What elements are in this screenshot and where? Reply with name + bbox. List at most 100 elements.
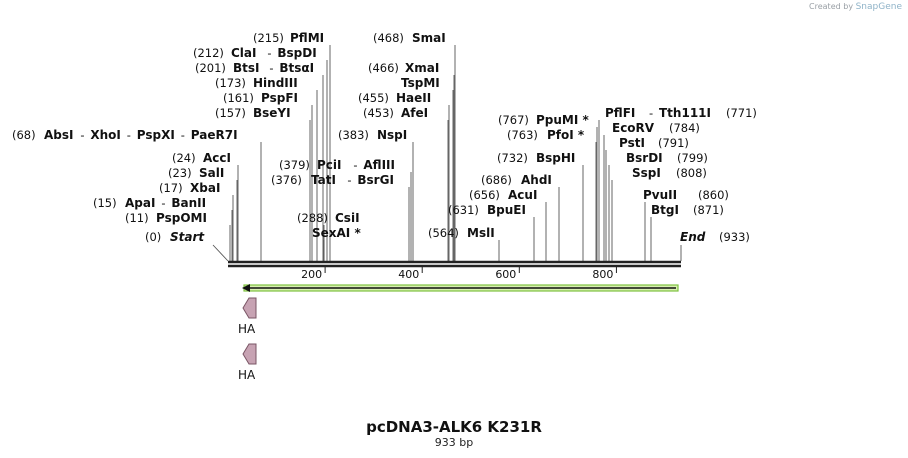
enzyme-position: (466) xyxy=(368,61,399,75)
end-label: End xyxy=(680,230,706,244)
enzyme-name: ApaI xyxy=(125,196,155,210)
enzyme-name: SspI xyxy=(632,166,661,180)
enzyme-name: XhoI xyxy=(90,128,121,142)
enzyme-name: PvuII xyxy=(643,188,677,202)
enzyme-name: AbsI xyxy=(44,128,73,142)
enzyme-name: SexAI * xyxy=(312,226,361,240)
credit-text: Created by xyxy=(809,2,854,11)
enzyme-position: (17) xyxy=(159,181,183,195)
enzyme-name: BsrGI xyxy=(357,173,394,187)
map-length: 933 bp xyxy=(434,436,474,449)
enzyme-position: (68) xyxy=(12,128,36,142)
sequence-backbone xyxy=(228,260,681,268)
enzyme-position: (455) xyxy=(358,91,389,105)
enzyme-position: (763) xyxy=(507,128,538,142)
enzyme-labels: (215) PflMI(212) ClaI - BspDI(201) BtsI - BtsαI… xyxy=(12,31,757,244)
enzyme-position: (468) xyxy=(373,31,404,45)
orf-arrowhead-icon xyxy=(242,284,250,292)
enzyme-position: (215) xyxy=(253,31,284,45)
feature-label: HA xyxy=(238,322,256,336)
enzyme-name: PstI xyxy=(619,136,645,150)
enzyme-position: (11) xyxy=(125,211,149,225)
enzyme-name: PspFI xyxy=(261,91,298,105)
enzyme-name: XmaI xyxy=(405,61,439,75)
enzyme-separator: - xyxy=(347,173,351,187)
enzyme-position: (453) xyxy=(363,106,394,120)
feature-label: HA xyxy=(238,368,256,382)
enzyme-position: (379) xyxy=(279,158,310,172)
enzyme-name: BtsαI xyxy=(279,61,314,75)
enzyme-name: BsrDI xyxy=(626,151,663,165)
features: HA HA xyxy=(238,297,257,382)
enzyme-name: XbaI xyxy=(190,181,220,195)
enzyme-name: BspDI xyxy=(277,46,316,60)
enzyme-name: AccI xyxy=(203,151,231,165)
start-position: (0) xyxy=(145,230,161,244)
enzyme-position: (24) xyxy=(172,151,196,165)
enzyme-name: SalI xyxy=(199,166,224,180)
enzyme-position: (686) xyxy=(481,173,512,187)
enzyme-position: (871) xyxy=(693,203,724,217)
enzyme-name: BpuEI xyxy=(487,203,526,217)
enzyme-name: HindIII xyxy=(253,76,298,90)
axis-tick-label: 600 xyxy=(495,268,516,281)
cut-site-lines xyxy=(212,45,682,262)
axis-tick-label: 200 xyxy=(301,268,322,281)
enzyme-name: NspI xyxy=(377,128,407,142)
enzyme-position: (23) xyxy=(168,166,192,180)
enzyme-name: ClaI xyxy=(231,46,256,60)
enzyme-position: (791) xyxy=(658,136,689,150)
enzyme-name: AcuI xyxy=(508,188,537,202)
enzyme-name: PaeR7I xyxy=(191,128,238,142)
ha-feature-arrow-icon xyxy=(242,297,257,319)
ha-feature-arrow-icon xyxy=(242,343,257,365)
enzyme-name: HaeII xyxy=(396,91,431,105)
map-title: pcDNA3-ALK6 K231R xyxy=(366,418,542,436)
enzyme-separator: - xyxy=(181,128,185,142)
snapgene-credit: Created by SnapGene xyxy=(809,2,902,12)
orf-arrow xyxy=(242,284,679,292)
enzyme-position: (631) xyxy=(448,203,479,217)
enzyme-position: (201) xyxy=(195,61,226,75)
enzyme-separator: - xyxy=(649,106,653,120)
enzyme-position: (173) xyxy=(215,76,246,90)
enzyme-name: AfeI xyxy=(401,106,428,120)
enzyme-position: (564) xyxy=(428,226,459,240)
start-line xyxy=(212,244,229,262)
enzyme-name: PfoI * xyxy=(547,128,585,142)
enzyme-name: BtsI xyxy=(233,61,260,75)
enzyme-position: (212) xyxy=(193,46,224,60)
enzyme-position: (383) xyxy=(338,128,369,142)
enzyme-separator: - xyxy=(269,61,273,75)
enzyme-separator: - xyxy=(267,46,271,60)
enzyme-position: (808) xyxy=(676,166,707,180)
enzyme-name: MslI xyxy=(467,226,495,240)
enzyme-name: PflMI xyxy=(290,31,324,45)
enzyme-name: TatI xyxy=(311,173,336,187)
enzyme-position: (732) xyxy=(497,151,528,165)
enzyme-name: PspOMI xyxy=(156,211,207,225)
enzyme-position: (161) xyxy=(223,91,254,105)
enzyme-name: PpuMI * xyxy=(536,113,590,127)
enzyme-position: (784) xyxy=(669,121,700,135)
enzyme-name: BtgI xyxy=(651,203,679,217)
enzyme-name: BspHI xyxy=(536,151,575,165)
enzyme-name: Tth111I xyxy=(659,106,711,120)
enzyme-position: (799) xyxy=(677,151,708,165)
enzyme-position: (288) xyxy=(297,211,328,225)
snapgene-logo: SnapGene xyxy=(855,2,902,12)
enzyme-position: (376) xyxy=(271,173,302,187)
enzyme-separator: - xyxy=(127,128,131,142)
enzyme-name: SmaI xyxy=(412,31,446,45)
enzyme-name: BseYI xyxy=(253,106,291,120)
start-label: Start xyxy=(170,230,205,244)
enzyme-name: AflIII xyxy=(363,158,395,172)
enzyme-separator: - xyxy=(353,158,357,172)
enzyme-position: (860) xyxy=(698,188,729,202)
enzyme-name: BanII xyxy=(171,196,206,210)
enzyme-position: (767) xyxy=(498,113,529,127)
enzyme-separator: - xyxy=(80,128,84,142)
enzyme-name: EcoRV xyxy=(612,121,655,135)
axis-tick-label: 800 xyxy=(592,268,613,281)
enzyme-position: (656) xyxy=(469,188,500,202)
